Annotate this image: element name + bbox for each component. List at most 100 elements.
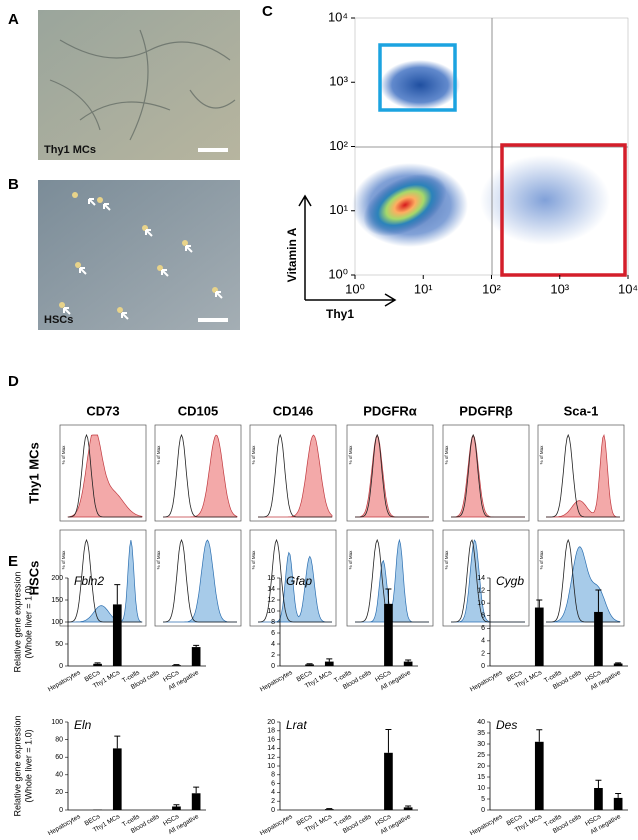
gene-name: Cygb bbox=[496, 574, 524, 588]
y-tick-label: 200 bbox=[51, 575, 63, 582]
y-tick-label: 12 bbox=[267, 754, 275, 761]
y-tick-label: 10 bbox=[477, 785, 485, 792]
gene-name: Fbln2 bbox=[74, 574, 104, 588]
gene-name: Eln bbox=[74, 718, 92, 732]
column-header: PDGFRβ bbox=[459, 403, 513, 418]
column-header: PDGFRα bbox=[363, 403, 417, 418]
y-tick-label: 40 bbox=[55, 772, 63, 779]
y-tick-label: 35 bbox=[477, 730, 485, 737]
category-label: Hepatocytes bbox=[47, 813, 82, 835]
histogram-y-label: % of Max bbox=[251, 445, 256, 465]
panel-label: E bbox=[8, 553, 18, 570]
panel-label: C bbox=[262, 3, 273, 20]
histogram-y-label: % of Max bbox=[444, 445, 449, 465]
gene-name: Des bbox=[496, 718, 517, 732]
bar bbox=[404, 807, 413, 810]
error-bar bbox=[307, 664, 313, 665]
category-label: Hepatocytes bbox=[259, 813, 294, 835]
column-header: CD105 bbox=[178, 403, 218, 418]
y-axis-label: Vitamin A bbox=[285, 227, 299, 282]
bar bbox=[325, 662, 334, 666]
y-tick-label: 16 bbox=[267, 736, 275, 743]
panel-label: D bbox=[8, 373, 19, 390]
y-tick-label: 20 bbox=[477, 763, 485, 770]
histogram-box bbox=[347, 425, 433, 521]
micrograph bbox=[38, 10, 240, 160]
error-bar bbox=[95, 663, 101, 664]
error-bar bbox=[193, 787, 199, 793]
y-tick-label: 2 bbox=[271, 798, 275, 805]
y-axis-label: Relative gene expression bbox=[12, 715, 22, 816]
bar bbox=[594, 612, 603, 666]
bar bbox=[535, 742, 544, 810]
y-tick-label: 2 bbox=[271, 652, 275, 659]
y-tick-label: 10 bbox=[477, 600, 485, 607]
histogram-y-label: % of Max bbox=[539, 445, 544, 465]
error-bar bbox=[173, 805, 179, 807]
y-tick-label: 10² bbox=[329, 138, 348, 153]
error-bar bbox=[615, 663, 621, 664]
bar bbox=[404, 662, 413, 666]
error-bar bbox=[193, 645, 199, 647]
histogram-y-label: % of Max bbox=[61, 550, 66, 570]
histogram-y-label: % of Max bbox=[156, 445, 161, 465]
y-tick-label: 16 bbox=[267, 575, 275, 582]
histogram-y-label: % of Max bbox=[539, 550, 544, 570]
y-tick-label: 6 bbox=[481, 625, 485, 632]
column-header: CD73 bbox=[86, 403, 119, 418]
y-tick-label: 4 bbox=[271, 641, 275, 648]
y-axis-label: Relative gene expression bbox=[12, 571, 22, 672]
y-tick-label: 100 bbox=[51, 619, 63, 626]
scale-bar bbox=[198, 318, 228, 322]
y-tick-label: 30 bbox=[477, 741, 485, 748]
y-tick-label: 10⁰ bbox=[328, 266, 348, 281]
y-tick-label: 8 bbox=[271, 772, 275, 779]
y-tick-label: 8 bbox=[481, 613, 485, 620]
y-tick-label: 10 bbox=[267, 763, 275, 770]
density-cloud bbox=[480, 155, 610, 245]
x-tick-label: 10⁰ bbox=[345, 281, 365, 296]
y-tick-label: 0 bbox=[271, 663, 275, 670]
panel-label: B bbox=[8, 176, 19, 193]
bar bbox=[325, 809, 334, 810]
bar bbox=[384, 753, 393, 810]
row-label: Thy1 MCs bbox=[26, 442, 41, 503]
y-tick-label: 10³ bbox=[329, 74, 348, 89]
y-tick-label: 25 bbox=[477, 752, 485, 759]
category-label: Hepatocytes bbox=[47, 669, 82, 694]
error-bar bbox=[114, 736, 120, 748]
y-tick-label: 12 bbox=[477, 587, 485, 594]
panel-label: A bbox=[8, 11, 19, 28]
x-tick-label: 10² bbox=[482, 281, 501, 296]
image-caption: HSCs bbox=[44, 314, 73, 326]
scale-bar bbox=[198, 148, 228, 152]
y-tick-label: 60 bbox=[55, 754, 63, 761]
y-tick-label: 5 bbox=[481, 796, 485, 803]
bar bbox=[172, 665, 181, 666]
error-bar bbox=[536, 730, 542, 742]
y-tick-label: 0 bbox=[59, 807, 63, 814]
bar bbox=[614, 798, 623, 810]
y-tick-label: 100 bbox=[51, 719, 63, 726]
x-tick-label: 10³ bbox=[550, 281, 569, 296]
column-header: CD146 bbox=[273, 403, 313, 418]
y-tick-label: 40 bbox=[477, 719, 485, 726]
image-caption: Thy1 MCs bbox=[44, 144, 96, 156]
bar bbox=[535, 608, 544, 666]
error-bar bbox=[385, 729, 391, 752]
gene-name: Lrat bbox=[286, 718, 307, 732]
density-cloud bbox=[380, 60, 460, 110]
y-tick-label: 18 bbox=[267, 728, 275, 735]
category-label: Hepatocytes bbox=[469, 669, 504, 694]
y-tick-label: 14 bbox=[477, 575, 485, 582]
y-tick-label: 0 bbox=[271, 807, 275, 814]
error-bar bbox=[326, 659, 332, 662]
histogram-y-label: % of Max bbox=[348, 445, 353, 465]
histogram-y-label: % of Max bbox=[61, 445, 66, 465]
bar bbox=[172, 806, 181, 810]
y-tick-label: 0 bbox=[59, 663, 63, 670]
y-tick-label: 2 bbox=[481, 650, 485, 657]
gene-name: Gfap bbox=[286, 574, 312, 588]
